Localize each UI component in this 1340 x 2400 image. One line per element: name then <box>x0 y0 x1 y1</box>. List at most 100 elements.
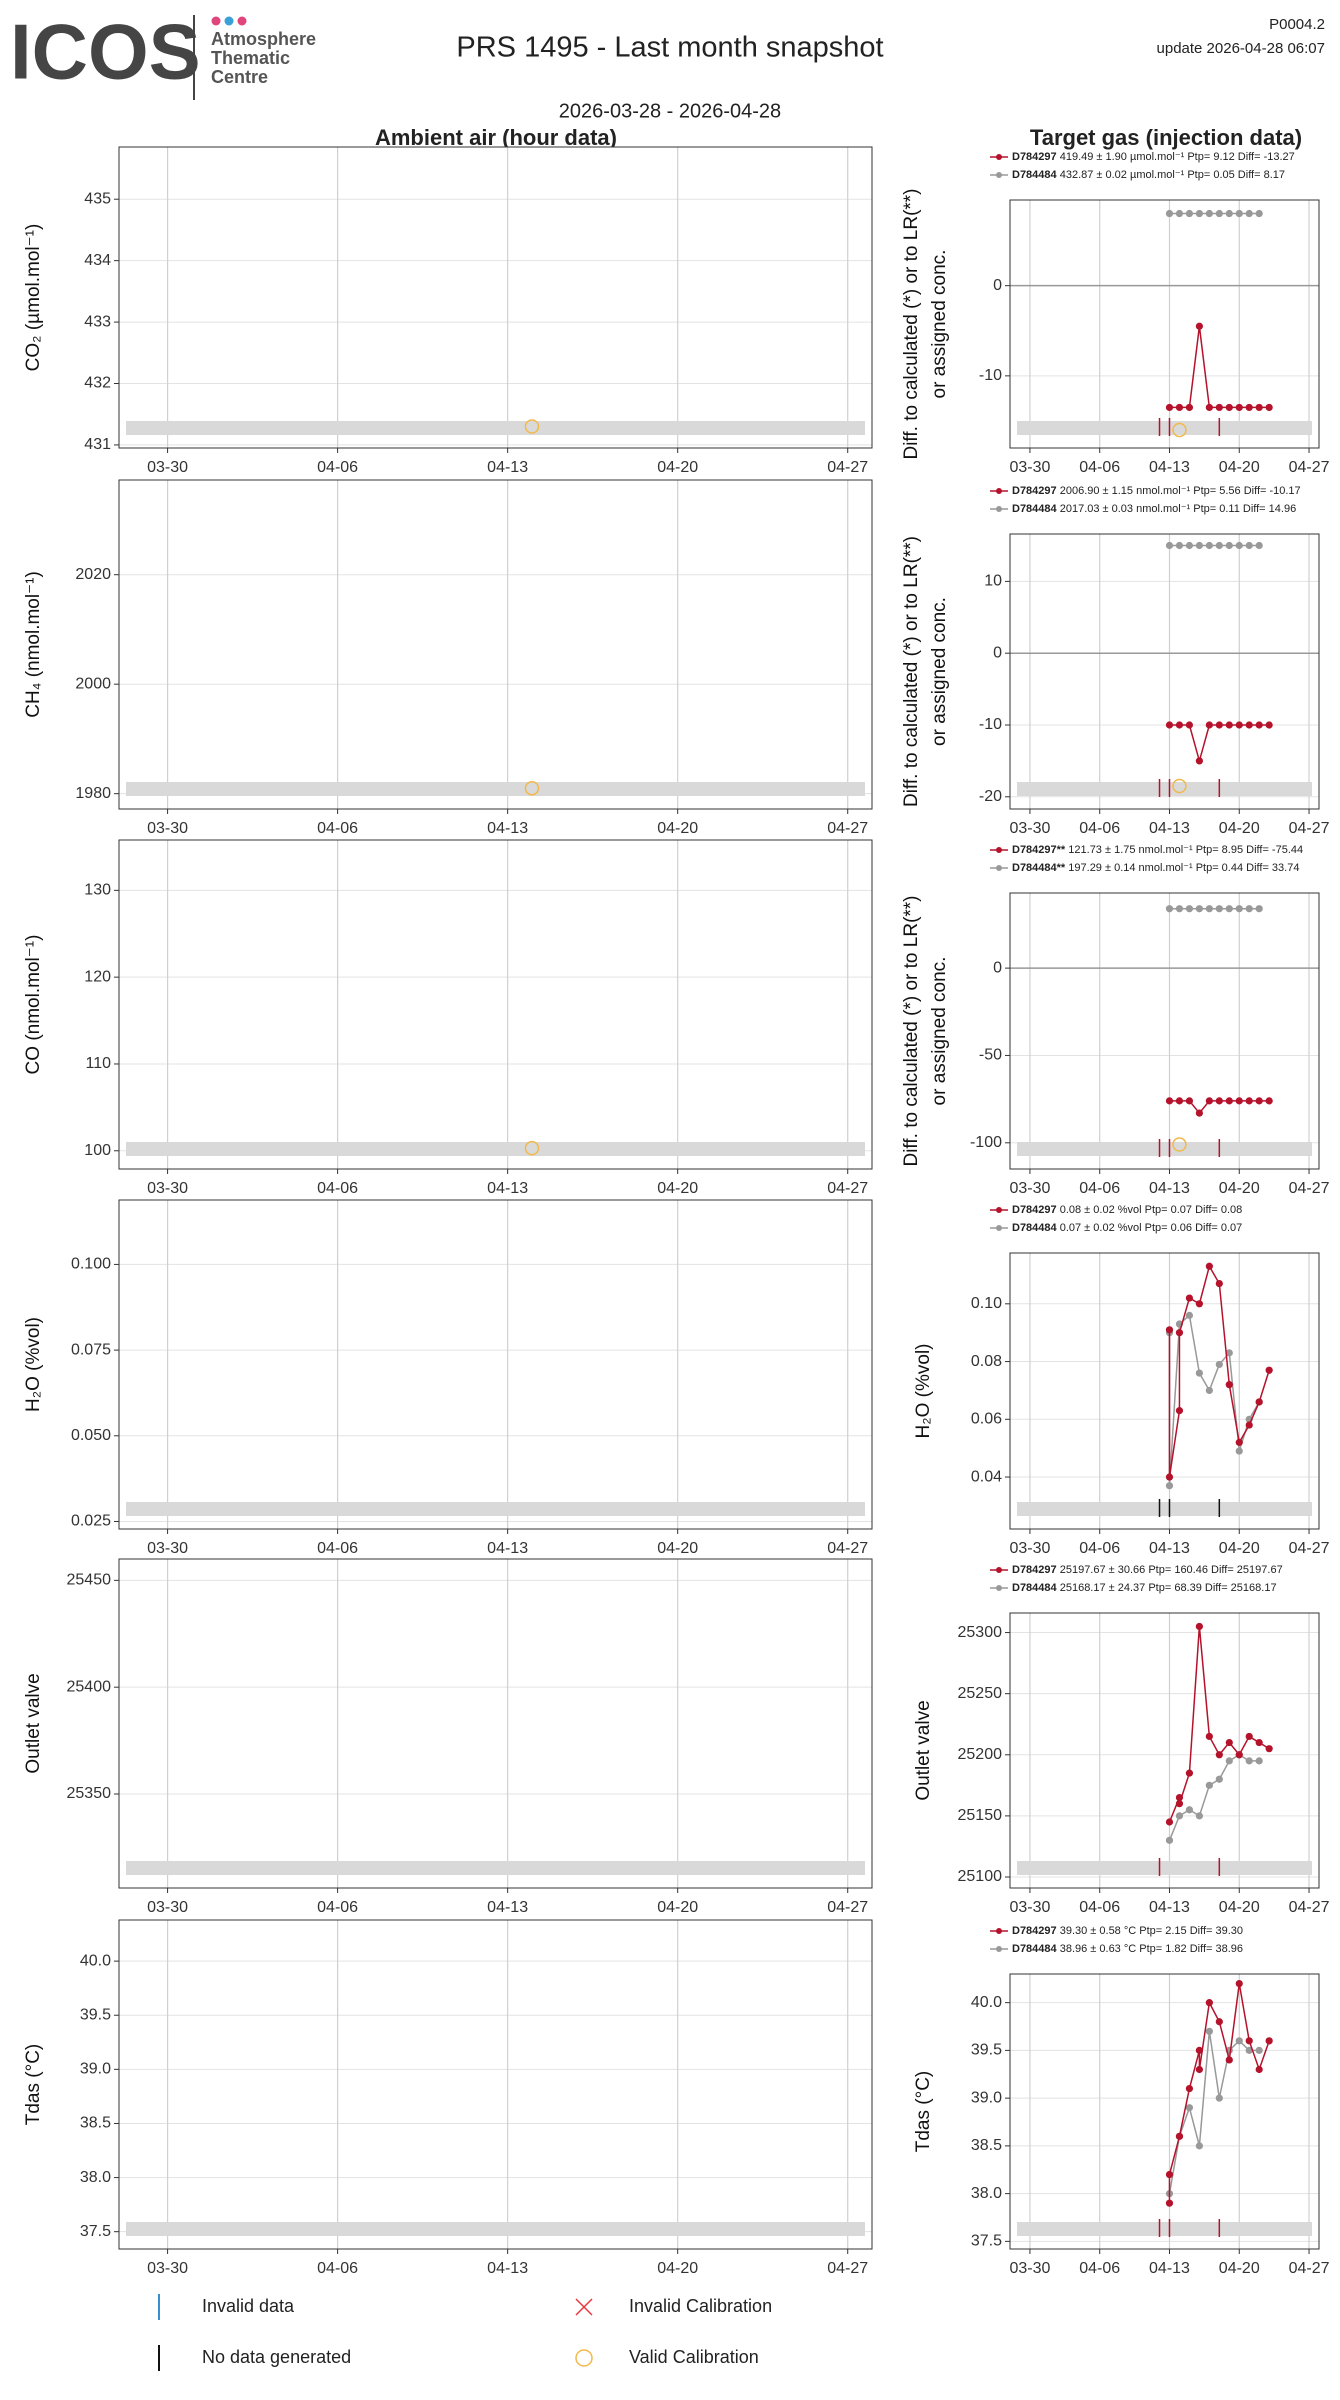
x-tick-label: 04-06 <box>317 459 358 476</box>
y-axis-label: Tdas (°C) <box>23 2044 44 2126</box>
logo-dot <box>224 16 234 26</box>
data-point <box>1215 2094 1223 2102</box>
y-tick-label: 0.10 <box>971 1295 1002 1312</box>
data-point <box>1195 2142 1203 2150</box>
legend-label: Invalid Calibration <box>629 2296 772 2316</box>
y-axis-label: H₂O (%vol) <box>23 1317 44 1412</box>
plot-background <box>1010 200 1319 448</box>
data-point <box>1245 1732 1253 1741</box>
data-point <box>1165 403 1174 412</box>
series-name: D784297 <box>1012 1204 1057 1216</box>
data-point <box>1205 1386 1213 1395</box>
y-tick-label: 39.5 <box>80 2006 111 2023</box>
availability-band <box>126 2222 865 2236</box>
x-tick-label: 03-30 <box>1009 1180 1050 1197</box>
plot-frame <box>118 1919 873 2250</box>
data-point <box>1195 1622 1203 1631</box>
legend-dot <box>996 506 1002 512</box>
x-tick-label: 04-06 <box>317 1180 358 1197</box>
data-point <box>1255 1738 1263 1747</box>
x-tick-label: 04-13 <box>1149 820 1190 837</box>
x-tick-label: 04-13 <box>487 2260 528 2277</box>
data-point <box>1185 905 1194 913</box>
plot-background <box>1010 893 1319 1169</box>
y-tick-label: -20 <box>979 788 1002 805</box>
data-point <box>1205 2027 1213 2035</box>
data-point <box>1225 1757 1233 1765</box>
y-axis-label: or assigned conc. <box>929 597 950 746</box>
x-tick-label: 04-20 <box>1219 1540 1260 1557</box>
data-point <box>1165 1818 1174 1826</box>
x-tick-label: 04-27 <box>1289 1180 1330 1197</box>
data-point <box>1165 721 1174 729</box>
x-tick-label: 04-27 <box>1289 1540 1330 1557</box>
y-tick-label: 25350 <box>67 1785 112 1802</box>
y-tick-label: 40.0 <box>80 1952 111 1969</box>
data-point <box>1235 209 1243 218</box>
legend-label: Valid Calibration <box>629 2347 759 2367</box>
series-stats: 419.49 ± 1.90 µmol.mol⁻¹ Ptp= 9.12 Diff=… <box>1060 151 1295 163</box>
y-tick-label: 435 <box>84 190 111 207</box>
y-tick-label: -100 <box>970 1134 1002 1151</box>
series-name: D784484 <box>1012 169 1058 181</box>
y-tick-label: 39.0 <box>971 2089 1002 2106</box>
legend-symbol <box>575 2298 593 2316</box>
data-point <box>1205 403 1213 412</box>
legend-label: No data generated <box>202 2347 351 2367</box>
plot-background <box>119 1200 872 1529</box>
data-point <box>1195 322 1203 330</box>
y-tick-label: 25150 <box>958 1807 1003 1824</box>
data-point <box>1245 905 1253 913</box>
data-point <box>1225 209 1233 218</box>
data-point <box>1215 1280 1223 1288</box>
data-point <box>1255 905 1263 913</box>
series-name: D784297 <box>1012 1564 1057 1576</box>
series-stats: 432.87 ± 0.02 µmol.mol⁻¹ Ptp= 0.05 Diff=… <box>1060 169 1285 181</box>
y-tick-label: 1980 <box>75 785 111 802</box>
data-point <box>1235 1447 1243 1455</box>
legend-dot <box>996 1207 1002 1213</box>
legend-dot <box>996 1225 1002 1231</box>
y-tick-label: 0.025 <box>71 1513 111 1530</box>
plot-background <box>119 1559 872 1888</box>
series-legend: D784484 38.96 ± 0.63 °C Ptp= 1.82 Diff= … <box>1012 1943 1243 1955</box>
plot-background <box>1010 534 1319 809</box>
data-point <box>1245 1757 1253 1765</box>
x-tick-label: 03-30 <box>147 2260 188 2277</box>
data-point <box>1175 209 1184 218</box>
data-point <box>1235 403 1243 412</box>
data-point <box>1175 1329 1184 1337</box>
data-point <box>1205 1732 1213 1741</box>
data-point <box>1265 1745 1273 1753</box>
data-point <box>1195 2046 1203 2054</box>
x-tick-label: 04-06 <box>317 2260 358 2277</box>
series-line <box>1168 2031 1260 2194</box>
plot-frame <box>118 479 873 810</box>
availability-band <box>1017 782 1312 796</box>
data-point <box>1235 1438 1243 1446</box>
data-point <box>1165 2199 1174 2207</box>
data-point <box>1235 1097 1243 1105</box>
series-legend: D784297 419.49 ± 1.90 µmol.mol⁻¹ Ptp= 9.… <box>1012 151 1295 163</box>
data-point <box>1165 2170 1174 2179</box>
x-tick-label: 04-06 <box>1079 459 1120 476</box>
data-point <box>1215 1751 1223 1759</box>
series-name: D784484 <box>1012 1582 1058 1594</box>
plot-background <box>1010 1613 1319 1888</box>
data-point <box>1265 1097 1273 1105</box>
availability-band <box>126 1861 865 1875</box>
data-point <box>1245 1097 1253 1105</box>
y-tick-label: 38.0 <box>80 2169 111 2186</box>
data-point <box>1185 1097 1194 1105</box>
plot-frame <box>1009 1612 1320 1889</box>
y-tick-label: 100 <box>84 1142 111 1159</box>
data-point <box>1225 1097 1233 1105</box>
y-tick-label: 0.06 <box>971 1411 1002 1428</box>
valid-calibration <box>524 780 540 796</box>
y-axis-label: Outlet valve <box>23 1673 44 1773</box>
data-point <box>1195 1300 1203 1308</box>
y-tick-label: 433 <box>84 313 111 330</box>
data-point <box>1215 1775 1223 1783</box>
data-point <box>1235 1751 1243 1759</box>
availability-band <box>1017 1861 1312 1875</box>
